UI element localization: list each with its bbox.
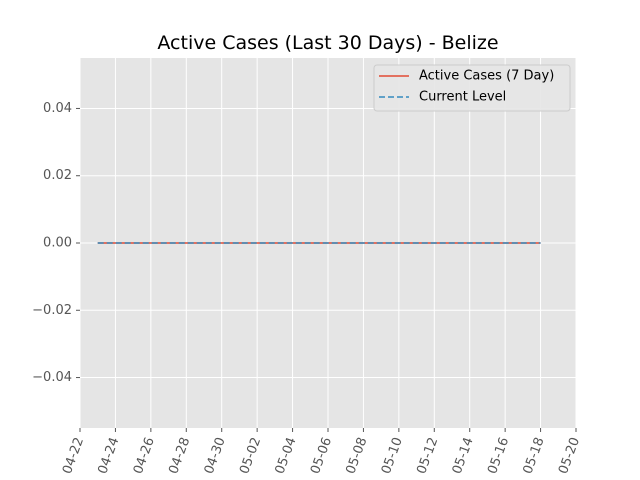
y-tick-label: 0.00 [43,236,72,251]
legend-label: Current Level [419,90,506,105]
legend-label: Active Cases (7 Day) [419,69,554,84]
legend-box [373,64,571,112]
y-tick-label: −0.02 [32,303,72,318]
y-tick-label: 0.02 [43,168,72,183]
y-axis: 0.04 0.02 0.00 −0.02 −0.04 [32,101,80,385]
legend: Active Cases (7 Day) Current Level [373,64,571,112]
y-tick-label: −0.04 [32,370,72,385]
y-tick-label: 0.04 [43,101,72,116]
chart-title: Active Cases (Last 30 Days) - Belize [157,32,498,54]
